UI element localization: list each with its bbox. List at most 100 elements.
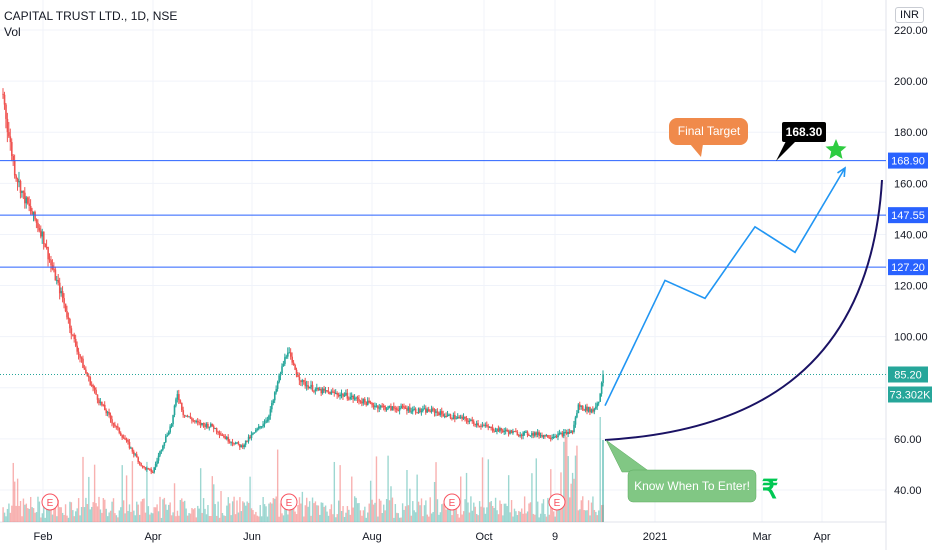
volume-bar <box>304 505 306 522</box>
candle-body <box>551 437 554 439</box>
volume-bar <box>215 515 218 522</box>
candle-body <box>429 411 432 413</box>
volume-bar <box>442 503 444 522</box>
candle-body <box>272 400 275 404</box>
final-target-callout-tail <box>690 144 703 157</box>
candle-body <box>278 375 280 383</box>
volume-bar <box>586 510 588 522</box>
candle-body <box>581 405 584 410</box>
volume-bar <box>16 478 19 522</box>
candle-body <box>247 436 250 442</box>
candle-body <box>26 197 29 204</box>
candle-body <box>41 231 44 237</box>
candle-body <box>587 407 590 412</box>
candle-body <box>457 416 459 419</box>
volume-bar <box>175 516 177 522</box>
volume-bar <box>380 500 382 522</box>
candle-body <box>198 422 201 424</box>
candle-body <box>28 203 31 206</box>
candle-body <box>243 444 246 448</box>
candle-body <box>242 445 244 448</box>
candle-body <box>60 291 63 294</box>
candle-body <box>459 416 462 418</box>
volume-bar <box>291 508 293 522</box>
volume-bar <box>567 456 569 522</box>
candle-body <box>77 351 80 355</box>
candle-body <box>535 432 538 435</box>
volume-bar <box>522 513 524 522</box>
candle-body <box>319 389 321 391</box>
level-price-badge <box>888 259 928 276</box>
volume-bar <box>102 498 105 522</box>
volume-bar <box>512 516 514 522</box>
candle-body <box>182 410 185 415</box>
volume-bar <box>282 515 285 522</box>
candle-body <box>583 409 586 411</box>
candle-body <box>320 389 323 394</box>
candle-body <box>127 440 129 442</box>
volume-bar <box>218 517 221 522</box>
volume-bar <box>417 501 420 522</box>
volume-bar <box>240 511 243 522</box>
candle-body <box>333 391 336 394</box>
volume-bar <box>146 461 148 522</box>
candle-body <box>366 400 369 406</box>
final-target-callout <box>669 118 748 145</box>
candle-body <box>50 260 52 266</box>
candle-body <box>374 406 376 408</box>
currency-badge[interactable]: INR <box>895 7 924 23</box>
volume-bar <box>425 500 427 522</box>
volume-bar <box>210 516 212 522</box>
candle-body <box>332 391 334 393</box>
volume-bar <box>246 501 248 522</box>
candle-body <box>580 405 583 407</box>
volume-bar <box>191 508 193 522</box>
candle-body <box>377 405 379 409</box>
y-axis-tick-label: 40.00 <box>894 485 922 497</box>
x-axis-tick-label: Jun <box>243 531 261 543</box>
candle-body <box>520 434 523 436</box>
volume-bar <box>526 511 529 522</box>
volume-bar <box>301 491 304 522</box>
candle-body <box>470 419 472 421</box>
volume-bar <box>502 515 504 522</box>
candle-body <box>153 467 155 473</box>
candle-body <box>294 364 296 370</box>
candle-body <box>570 430 572 433</box>
volume-bar <box>387 455 389 522</box>
volume-bar <box>160 517 163 522</box>
candle-body <box>321 388 324 394</box>
volume-bar <box>194 508 196 522</box>
candle-body <box>419 408 421 412</box>
volume-bar <box>134 515 137 522</box>
candle-body <box>183 414 186 417</box>
candle-body <box>156 460 158 465</box>
candle-body <box>269 409 272 416</box>
volume-bar <box>384 510 386 522</box>
volume-bar <box>568 497 571 522</box>
volume-bar <box>44 517 46 522</box>
volume-bar <box>120 507 122 522</box>
candle-body <box>313 390 315 392</box>
volume-bar <box>358 503 360 522</box>
candle-body <box>159 451 161 456</box>
candle-body <box>35 219 38 223</box>
candle-body <box>515 431 517 433</box>
volume-bar <box>554 516 556 522</box>
volume-bar <box>433 481 436 522</box>
candle-body <box>188 416 190 418</box>
volume-bar <box>252 510 254 522</box>
candle-body <box>112 423 115 425</box>
candle-body <box>218 432 221 435</box>
volume-bar <box>290 504 292 522</box>
volume-bar <box>30 496 32 522</box>
volume-bar <box>127 510 129 522</box>
volume-bar <box>149 514 151 522</box>
candle-body <box>407 407 410 411</box>
volume-bar <box>574 455 577 522</box>
volume-bar <box>352 507 354 522</box>
earnings-marker-label: E <box>286 498 293 509</box>
volume-bar <box>48 507 51 522</box>
volume-bar <box>5 516 7 522</box>
